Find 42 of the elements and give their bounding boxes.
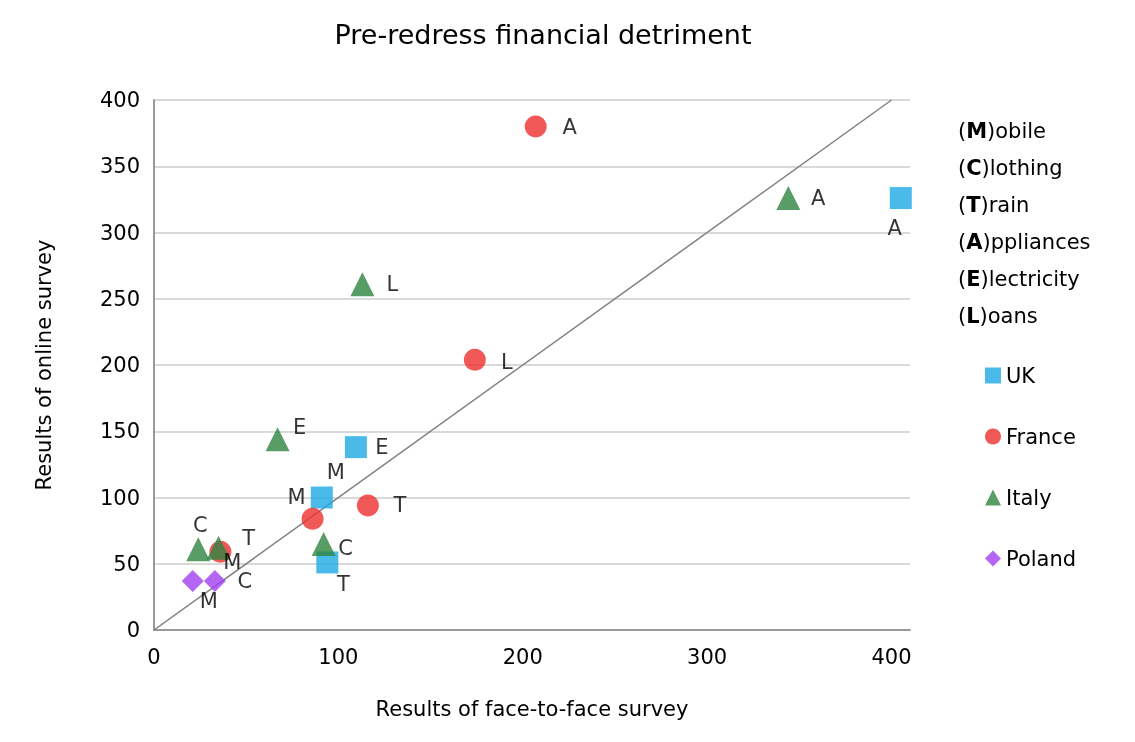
data-label: A <box>811 186 827 211</box>
data-label: C <box>338 535 353 560</box>
x-tick-label: 0 <box>147 644 161 669</box>
y-tick-label: 400 <box>99 88 140 112</box>
text: (T)rain <box>958 192 1030 217</box>
y-tick-label: 100 <box>99 485 140 510</box>
data-label: A <box>562 114 578 139</box>
data-label: T <box>335 572 350 597</box>
x-axis-title: Results of face-to-face survey <box>375 696 689 721</box>
x-tick-label: 300 <box>687 644 728 669</box>
legend-label: Poland <box>1006 546 1077 571</box>
data-label: L <box>386 272 399 297</box>
text: (C)lothing <box>958 155 1063 180</box>
legend-label: UK <box>1006 363 1037 388</box>
y-tick-label: 200 <box>99 353 140 377</box>
data-label: M <box>287 484 306 509</box>
data-label: M <box>199 588 218 613</box>
data-label: E <box>292 415 307 440</box>
chart-title: Pre-redress financial detriment <box>334 19 752 50</box>
text: (L)oans <box>958 303 1038 328</box>
y-tick-label: 0 <box>126 618 140 642</box>
x-tick-label: 400 <box>871 644 912 669</box>
y-tick-label: 250 <box>99 286 140 311</box>
text: (M)obile <box>958 118 1047 143</box>
text: (E)lectricity <box>958 266 1080 291</box>
y-tick-label: 350 <box>99 154 140 179</box>
x-tick-label: 100 <box>318 644 359 669</box>
text: (A)ppliances <box>958 229 1091 254</box>
data-label: A <box>887 216 903 241</box>
legend-label: Italy <box>1006 485 1052 510</box>
y-tick-label: 300 <box>99 220 140 245</box>
data-label: T <box>241 525 256 550</box>
data-label: E <box>375 435 389 460</box>
y-tick-label: 50 <box>113 551 140 576</box>
y-tick-label: 150 <box>99 419 140 444</box>
y-axis-title: Results of online survey <box>31 239 56 491</box>
legend-label: France <box>1006 424 1076 449</box>
data-label: T <box>392 493 407 518</box>
data-label: M <box>326 459 345 484</box>
data-label: C <box>192 513 208 538</box>
data-label: L <box>500 349 513 374</box>
x-tick-label: 200 <box>502 644 543 669</box>
